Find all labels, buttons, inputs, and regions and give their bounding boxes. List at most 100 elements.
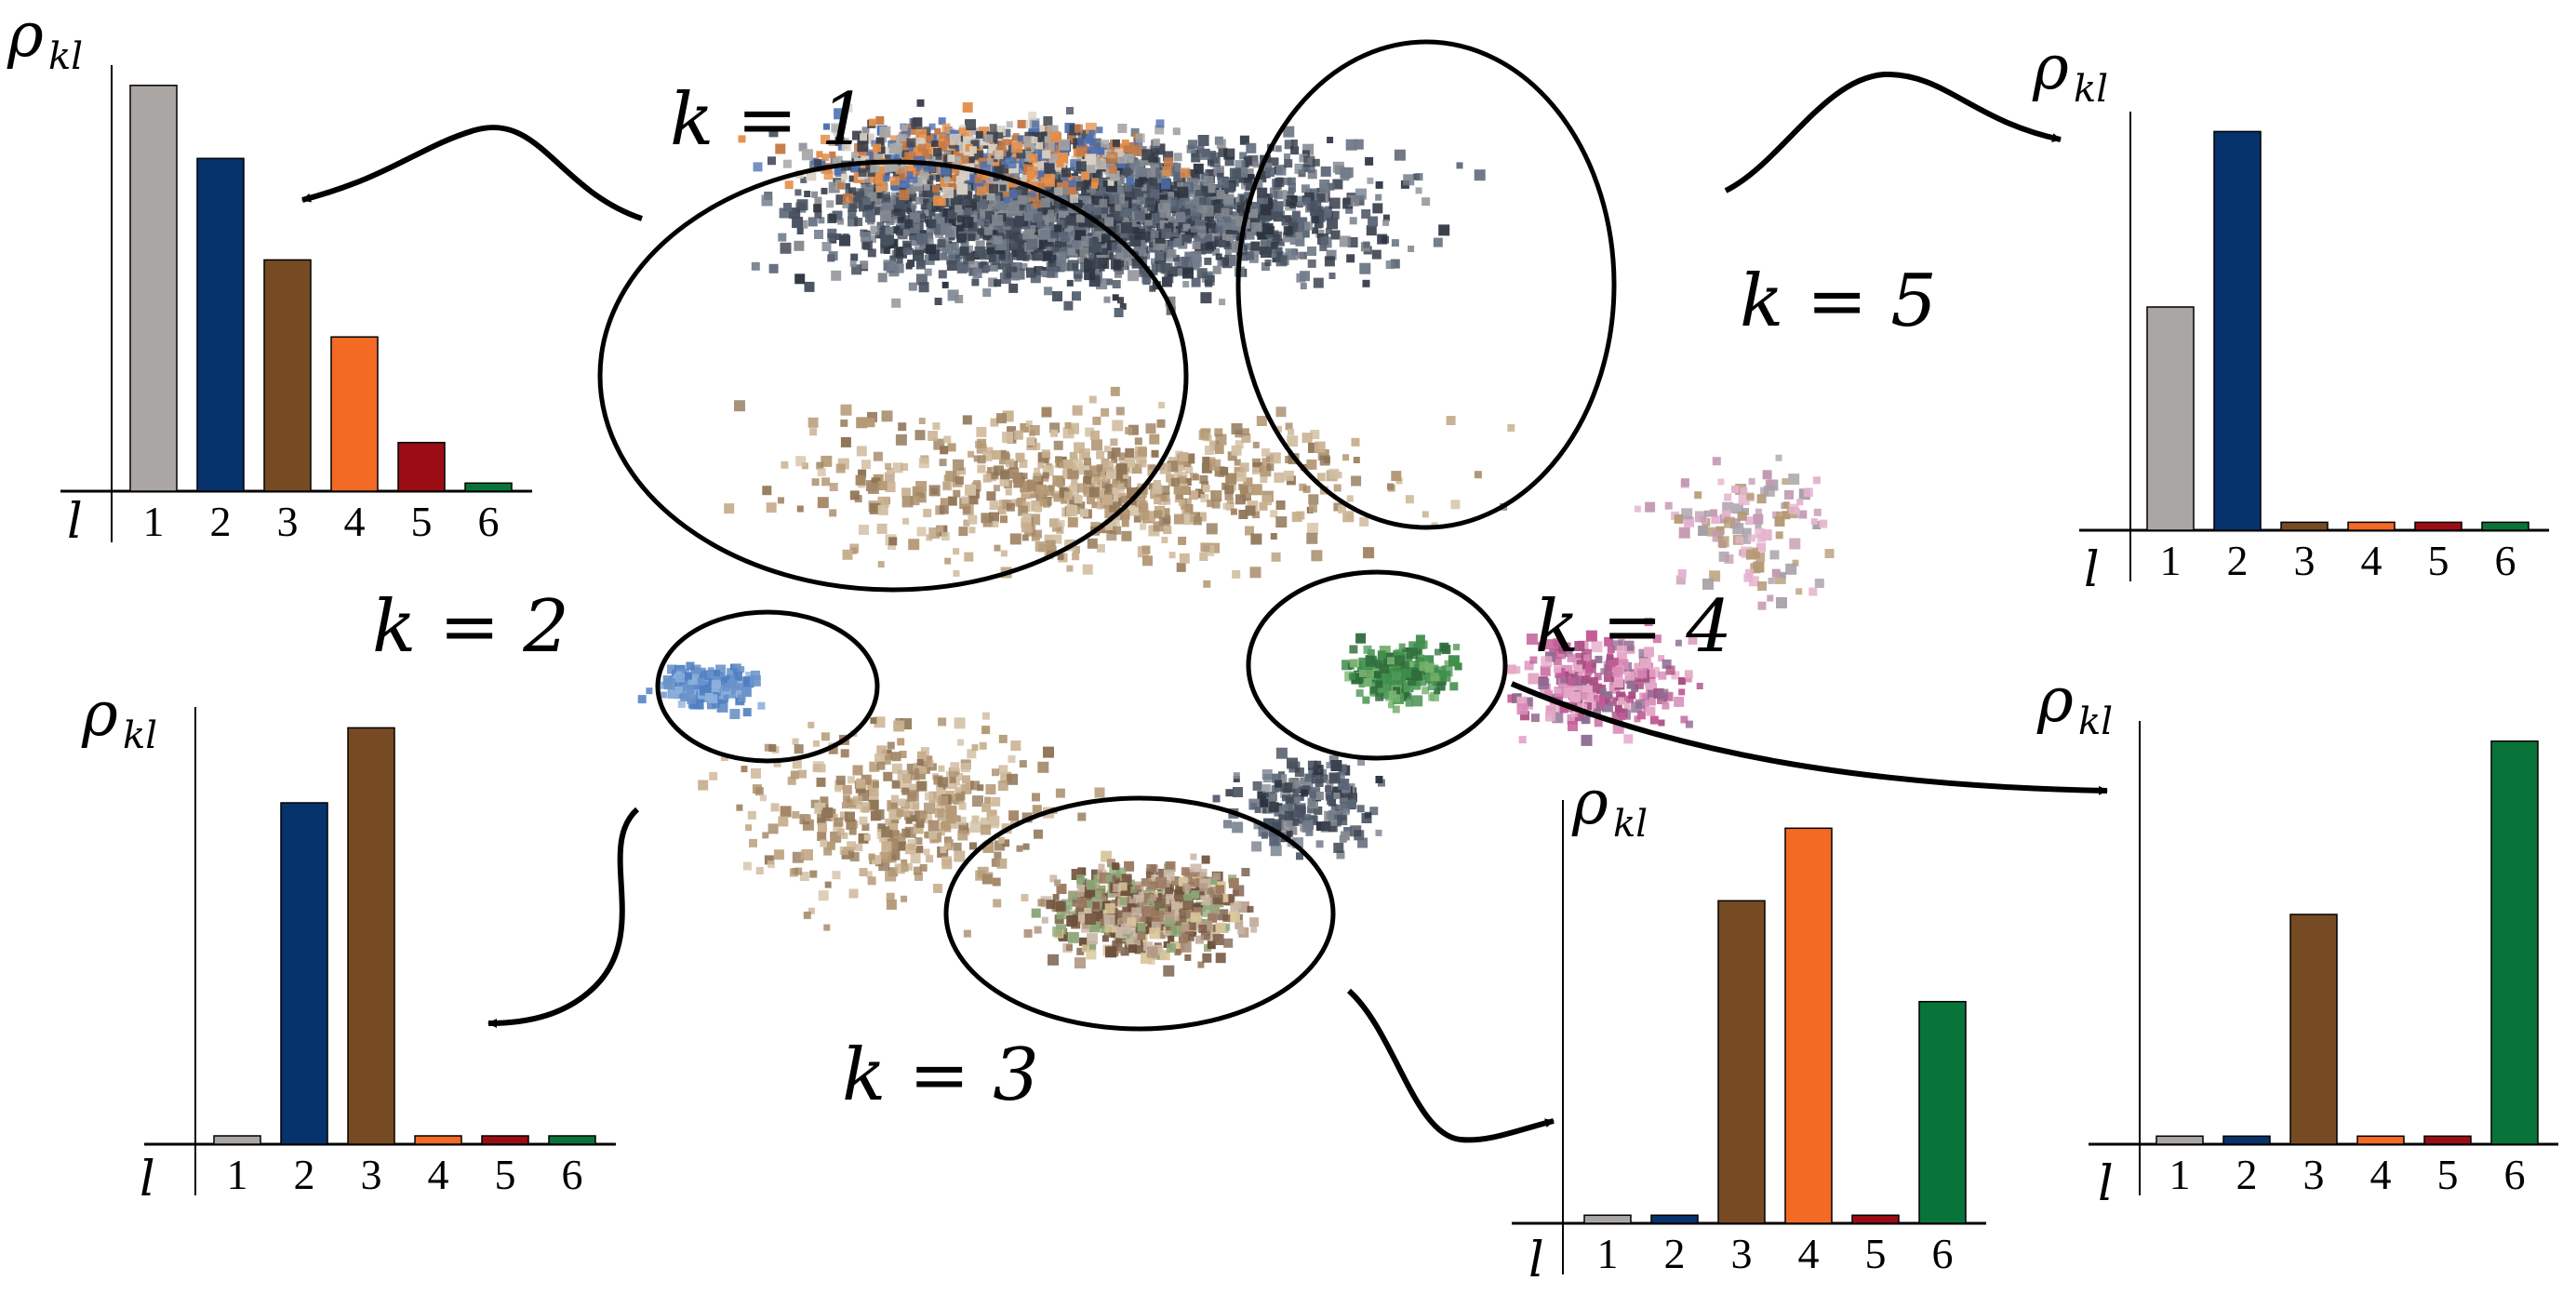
cloud-point — [850, 253, 859, 261]
cloud-point — [1217, 219, 1226, 228]
cloud-point — [987, 247, 994, 255]
cloud-point — [1107, 451, 1115, 460]
cloud-point — [1316, 473, 1326, 482]
cloud-point — [1037, 461, 1045, 469]
cloud-point — [1390, 259, 1400, 269]
cloud-point — [921, 149, 931, 159]
cloud-point — [928, 146, 936, 154]
cloud-point — [1076, 483, 1087, 493]
cloud-point — [928, 219, 937, 228]
cloud-point — [1029, 191, 1036, 198]
cloud-point — [1211, 500, 1221, 509]
cloud-point — [1569, 691, 1581, 702]
cloud-point — [1097, 502, 1104, 510]
cloud-point — [1146, 871, 1154, 879]
cloud-point — [1658, 671, 1667, 680]
cloud-point — [1230, 508, 1237, 515]
cloud-point — [1642, 705, 1649, 713]
cloud-point — [1564, 648, 1573, 658]
cloud-point — [1201, 907, 1210, 917]
cloud-point — [1020, 262, 1028, 271]
cloud-point — [1042, 157, 1052, 167]
cloud-point — [1037, 182, 1046, 191]
cloud-point — [1275, 165, 1287, 176]
cloud-point — [1288, 187, 1295, 194]
cloud-point — [1085, 153, 1097, 166]
cloud-point — [1530, 714, 1540, 723]
cloud-point — [1110, 386, 1120, 396]
cloud-point — [813, 204, 822, 213]
cloud-point — [1112, 900, 1119, 907]
cloud-point — [950, 196, 962, 207]
cloud-point — [992, 520, 999, 527]
cloud-point — [894, 263, 904, 273]
cloud-point — [1032, 250, 1043, 261]
cloud-point — [1239, 252, 1248, 261]
cloud-point — [1453, 644, 1460, 651]
cloud-point — [858, 833, 869, 844]
cloud-point — [1147, 464, 1156, 474]
cloud-point — [1252, 441, 1260, 448]
cloud-point — [1222, 502, 1230, 510]
cloud-point — [1058, 460, 1067, 469]
cloud-point — [1435, 681, 1446, 691]
cloud-point — [1571, 700, 1582, 712]
cloud-point — [999, 164, 1009, 174]
cloud-point — [1052, 291, 1062, 301]
cloud-point — [1135, 179, 1143, 188]
cloud-point — [723, 675, 730, 683]
cloud-point — [1616, 645, 1627, 656]
cloud-point — [1107, 179, 1114, 186]
cloud-point — [1066, 944, 1073, 952]
cloud-point — [913, 177, 923, 187]
cloud-point — [1063, 300, 1074, 311]
cloud-point — [891, 763, 902, 774]
cloud-point — [1143, 941, 1153, 952]
cloud-point — [821, 134, 830, 144]
cloud-point — [1128, 424, 1139, 435]
cloud-point — [1187, 169, 1195, 176]
cloud-point — [1081, 129, 1092, 140]
cloud-point — [1569, 710, 1578, 718]
cloud-point — [1474, 471, 1482, 479]
cloud-point — [1375, 180, 1383, 189]
cloud-point — [901, 462, 909, 471]
cloud-point — [1228, 877, 1239, 888]
cloud-point — [1307, 169, 1317, 180]
cloud-point — [832, 871, 841, 880]
cloud-point — [1102, 494, 1114, 505]
cloud-point — [1072, 405, 1083, 416]
cloud-point — [1101, 247, 1109, 255]
cloud-point — [957, 215, 965, 223]
cloud-point — [1212, 265, 1221, 274]
cloud-point — [1117, 946, 1125, 954]
cloud-point — [933, 195, 943, 207]
cloud-point — [1217, 172, 1224, 180]
cloud-point — [1164, 915, 1175, 927]
cloud-point — [1088, 487, 1100, 498]
cloud-point — [925, 133, 934, 142]
cloud-point — [1083, 205, 1092, 213]
cloud-point — [697, 678, 705, 686]
cloud-point — [755, 867, 764, 874]
cloud-point — [861, 232, 872, 243]
cloud-point — [1170, 926, 1182, 938]
cloud-point — [1224, 156, 1235, 167]
cloud-point — [1269, 187, 1280, 198]
cloud-point — [1446, 416, 1456, 425]
cloud-point — [1299, 153, 1308, 163]
cloud-point — [1025, 420, 1033, 427]
cloud-point — [1037, 899, 1046, 907]
cloud-point — [941, 532, 950, 541]
cloud-point — [1143, 905, 1155, 917]
cloud-point — [1093, 207, 1101, 216]
cloud-point — [1000, 451, 1009, 460]
cloud-point — [1074, 124, 1083, 133]
cloud-point — [691, 664, 701, 674]
cloud-point — [1594, 708, 1601, 716]
cloud-point — [870, 717, 877, 725]
cloud-point — [808, 417, 819, 428]
cloud-point — [1583, 702, 1592, 711]
cloud-point — [1258, 174, 1267, 183]
cloud-point — [1332, 179, 1343, 190]
